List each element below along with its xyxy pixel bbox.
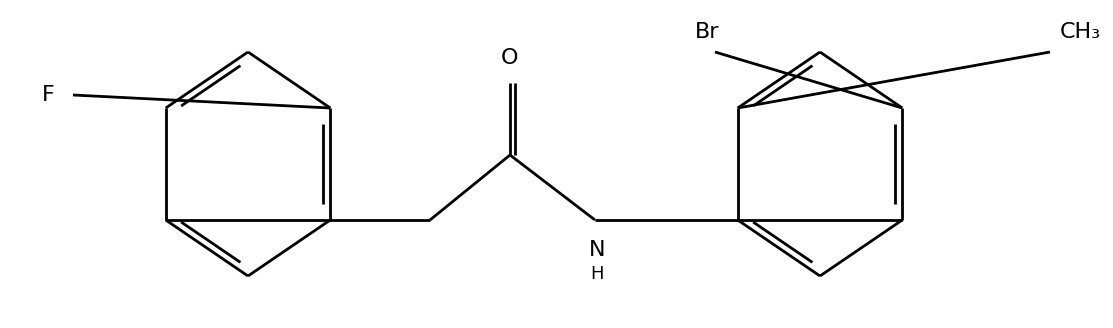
Text: H: H xyxy=(590,265,603,283)
Text: Br: Br xyxy=(695,22,719,42)
Text: O: O xyxy=(501,48,519,68)
Text: N: N xyxy=(589,240,605,260)
Text: CH₃: CH₃ xyxy=(1060,22,1101,42)
Text: F: F xyxy=(42,85,55,105)
